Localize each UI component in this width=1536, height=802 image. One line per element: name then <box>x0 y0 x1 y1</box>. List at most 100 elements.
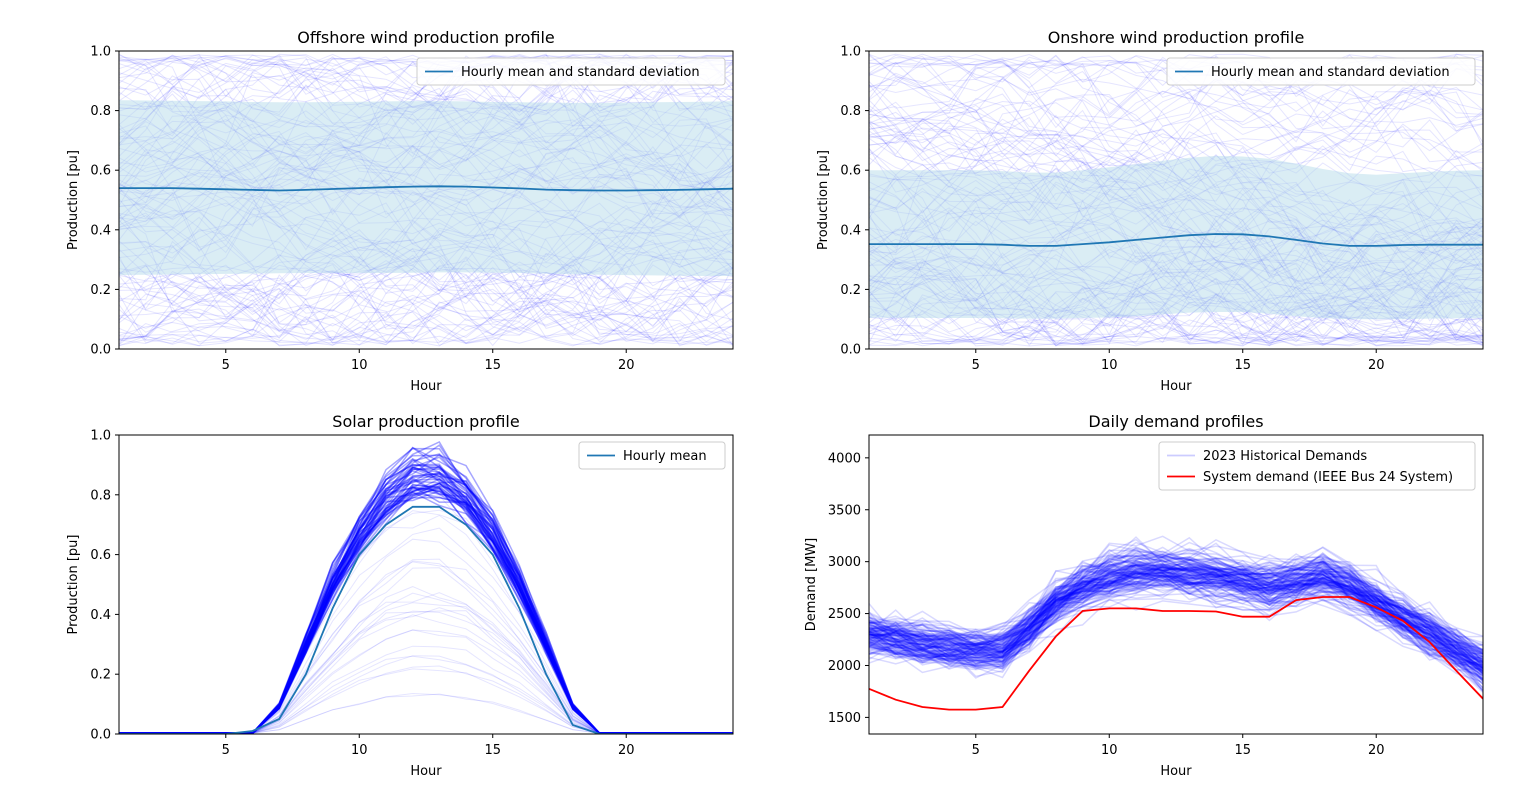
scenario-line <box>119 514 733 734</box>
legend: Hourly mean and standard deviation <box>1166 57 1476 86</box>
scenario-line <box>119 198 733 336</box>
historical-demand-line <box>869 564 1483 664</box>
historical-demand-line <box>869 565 1483 654</box>
historical-demand-line <box>869 576 1483 663</box>
scenario-line <box>119 467 733 734</box>
historical-demand-line <box>869 538 1483 647</box>
historical-demand-line <box>869 563 1483 689</box>
historical-demand-line <box>869 552 1483 666</box>
scenario-line <box>869 53 1483 143</box>
scenario-line <box>869 130 1483 197</box>
y-tick-label: 4000 <box>828 451 861 466</box>
historical-demand-line <box>869 572 1483 692</box>
y-tick-label: 0.4 <box>840 223 861 238</box>
y-tick-label: 1.0 <box>840 45 861 60</box>
scenario-line <box>869 97 1483 234</box>
historical-demand-line <box>869 558 1483 653</box>
scenario-line <box>119 54 733 140</box>
scenario-line <box>869 286 1483 347</box>
scenario-line <box>869 155 1483 300</box>
scenario-line <box>119 496 733 734</box>
scenario-line <box>119 220 733 338</box>
scenario-line <box>119 454 733 734</box>
scenario-line <box>869 61 1483 343</box>
scenario-line <box>869 226 1483 346</box>
historical-demand-line <box>869 551 1483 664</box>
y-axis-label: Demand [MW] <box>804 538 819 631</box>
scenario-line <box>869 225 1483 347</box>
chart-title: Daily demand profiles <box>1088 412 1263 431</box>
chart-panel-4: 5 10 15 20 1500 2000 2500 3000 3500 4000 Daily dem… <box>804 412 1484 779</box>
scenario-line <box>119 216 733 345</box>
scenario-line <box>119 482 733 734</box>
hourly-mean-line <box>119 185 733 192</box>
scenario-line <box>119 53 733 170</box>
scenario-line <box>119 59 733 182</box>
scenario-line <box>119 57 733 194</box>
historical-demand-line <box>869 578 1483 668</box>
chart-panel-2: 5 10 15 20 0.0 0.2 0.4 0.6 0.8 1.0 Onshore wind pr… <box>816 28 1484 394</box>
scenario-line <box>119 286 733 345</box>
historical-demand-line <box>869 549 1483 651</box>
scenario-line <box>869 154 1483 264</box>
historical-demand-line <box>869 569 1483 663</box>
historical-demand-line <box>869 555 1483 650</box>
scenario-line <box>119 610 733 734</box>
y-tick-label: 1500 <box>828 711 861 726</box>
historical-demand-line <box>869 536 1483 673</box>
scenario-line <box>869 262 1483 343</box>
scenario-line <box>119 464 733 734</box>
chart-title: Offshore wind production profile <box>297 28 555 47</box>
historical-demand-line <box>869 570 1483 650</box>
chart-panel-1: 5 10 15 20 0.0 0.2 0.4 0.6 0.8 1.0 Offshore wind p… <box>66 28 734 394</box>
scenario-line <box>869 111 1483 298</box>
scenario-line <box>119 118 733 347</box>
historical-demand-line <box>869 573 1483 673</box>
historical-demand-line <box>869 564 1483 644</box>
y-tick-label: 0.8 <box>90 104 111 119</box>
scenario-line <box>119 265 733 347</box>
scenario-line <box>119 149 733 254</box>
scenario-line <box>869 263 1483 347</box>
scenario-line <box>119 167 733 258</box>
scenario-line <box>119 142 733 254</box>
historical-demand-line <box>869 573 1483 662</box>
historical-demand-line <box>869 557 1483 668</box>
scenario-line <box>119 491 733 734</box>
scenario-line <box>869 259 1483 346</box>
scenario-line <box>119 150 733 312</box>
historical-demand-line <box>869 557 1483 680</box>
scenario-line <box>119 665 733 734</box>
scenario-line <box>119 485 733 734</box>
historical-demand-line <box>869 561 1483 682</box>
scenario-line <box>119 485 733 734</box>
scenario-line <box>119 58 733 189</box>
scenario-line <box>119 54 733 157</box>
historical-demand-line <box>869 563 1483 659</box>
y-tick-label: 0.6 <box>90 548 111 563</box>
scenario-line <box>869 186 1483 333</box>
scenario-line <box>869 133 1483 240</box>
chart-title: Solar production profile <box>332 412 519 431</box>
legend-entry: Hourly mean and standard deviation <box>1211 65 1450 80</box>
chart-title: Onshore wind production profile <box>1048 28 1305 47</box>
scenario-line <box>119 103 733 316</box>
scenario-line <box>869 90 1483 267</box>
scenario-line <box>869 240 1483 346</box>
scenario-line <box>119 58 733 185</box>
y-tick-label: 0.2 <box>90 668 111 683</box>
hourly-mean-line <box>119 505 733 734</box>
y-axis-label: Production [pu] <box>816 150 831 250</box>
scenario-line <box>869 275 1483 346</box>
historical-demand-line <box>869 550 1483 665</box>
scenario-line <box>869 117 1483 210</box>
scenario-line <box>119 486 733 734</box>
scenario-line <box>119 487 733 734</box>
historical-demand-line <box>869 575 1483 668</box>
x-tick-label: 10 <box>1101 358 1118 373</box>
legend: Hourly mean <box>578 441 726 470</box>
scenario-line <box>119 54 733 134</box>
historical-demand-line <box>869 564 1483 675</box>
historical-demand-line <box>869 574 1483 671</box>
plot-area <box>119 53 733 347</box>
